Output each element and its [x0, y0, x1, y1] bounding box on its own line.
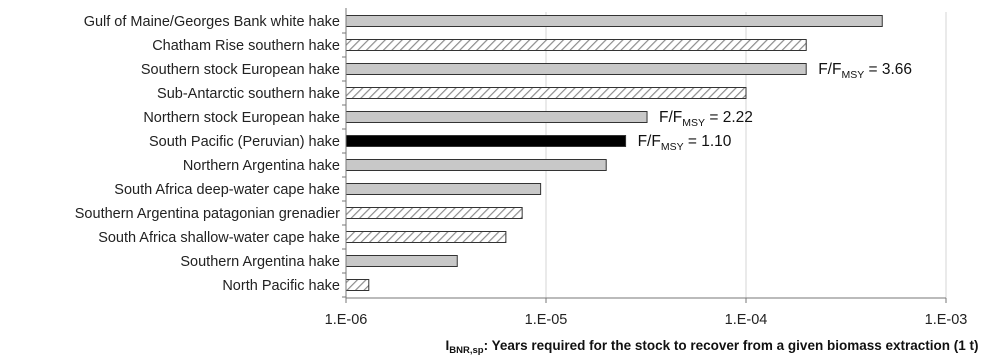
x-axis-label-main: I — [446, 338, 450, 353]
bar — [345, 15, 883, 27]
x-tick-label: 1.E-04 — [725, 312, 768, 328]
fmsy-annotation: F/FMSY = 1.10 — [638, 133, 732, 153]
x-axis-label-rest: : Years required for the stock to recove… — [484, 338, 979, 353]
bar — [345, 111, 648, 123]
bar — [345, 39, 807, 51]
x-tick-label: 1.E-06 — [325, 312, 368, 328]
x-tick-label: 1.E-05 — [525, 312, 568, 328]
category-label: South Africa deep-water cape hake — [114, 182, 340, 198]
category-label: Southern Argentina hake — [180, 254, 340, 270]
bar — [345, 159, 607, 171]
annotations: F/FMSY = 3.66 F/FMSY = 2.22 F/FMSY = 1.10 — [638, 61, 912, 153]
axes — [342, 8, 947, 303]
x-tick-label: 1.E-03 — [925, 312, 968, 328]
fmsy-annotation: F/FMSY = 3.66 — [818, 61, 912, 81]
bar — [345, 63, 807, 75]
x-axis-label-subscript: BNR,sp — [449, 345, 484, 356]
category-label: Southern Argentina patagonian grenadier — [75, 206, 340, 222]
bar — [345, 207, 523, 219]
x-tick-labels: 1.E-06 1.E-05 1.E-04 1.E-03 — [325, 312, 968, 328]
category-labels: Gulf of Maine/Georges Bank white hake Cha… — [75, 14, 340, 294]
bar — [345, 255, 458, 267]
bar — [345, 279, 370, 291]
gridlines — [545, 12, 947, 298]
category-label: South Pacific (Peruvian) hake — [149, 134, 340, 150]
x-axis-label: IBNR,sp: Years required for the stock to… — [446, 338, 979, 356]
category-label: Sub-Antarctic southern hake — [157, 86, 340, 102]
bar — [345, 231, 507, 243]
bar — [345, 135, 627, 147]
category-label: South Africa shallow-water cape hake — [98, 230, 340, 246]
fmsy-annotation: F/FMSY = 2.22 — [659, 109, 753, 129]
category-label: Northern stock European hake — [143, 110, 340, 126]
category-label: Southern stock European hake — [141, 62, 340, 78]
bar — [345, 183, 542, 195]
category-label: Northern Argentina hake — [183, 158, 340, 174]
category-label: Gulf of Maine/Georges Bank white hake — [84, 14, 340, 30]
bar — [345, 87, 747, 99]
bars — [345, 15, 883, 291]
category-label: Chatham Rise southern hake — [152, 38, 340, 54]
category-label: North Pacific hake — [222, 278, 340, 294]
